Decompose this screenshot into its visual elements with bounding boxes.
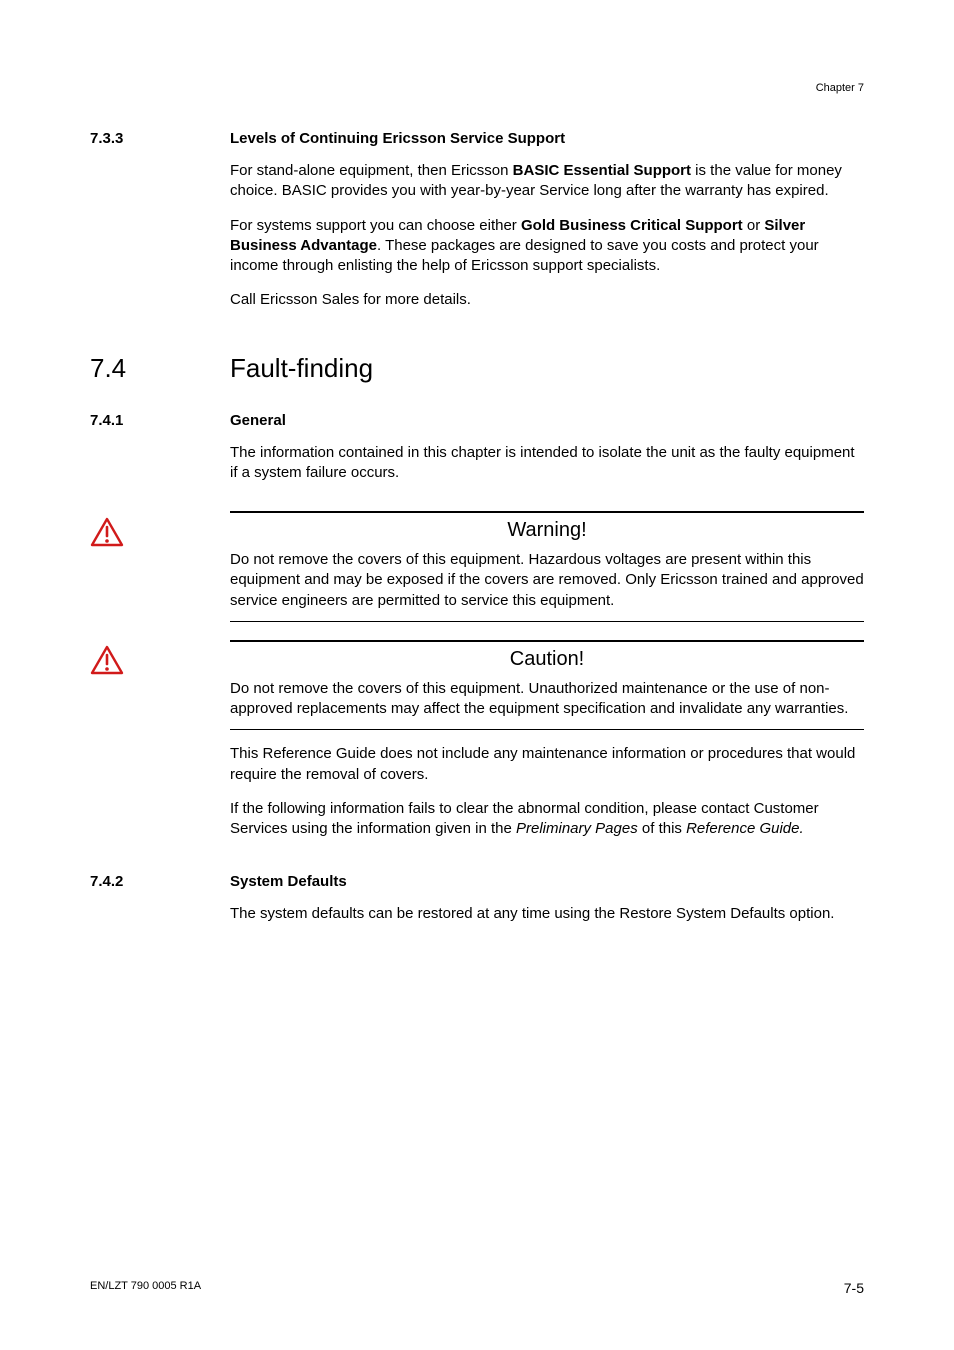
heading-title: General: [230, 412, 286, 429]
caution-callout: Caution! Do not remove the covers of thi…: [90, 640, 864, 731]
callout-head: Warning!: [90, 513, 864, 550]
heading-title: System Defaults: [230, 873, 347, 890]
text-italic: Reference Guide.: [686, 820, 804, 837]
page-footer: EN/LZT 790 0005 R1A 7-5: [90, 1280, 864, 1296]
heading-number: 7.4.1: [90, 412, 230, 429]
heading-number: 7.3.3: [90, 130, 230, 147]
callout-body: Do not remove the covers of this equipme…: [230, 550, 864, 621]
page-number: 7-5: [844, 1280, 864, 1296]
heading-number: 7.4.2: [90, 873, 230, 890]
callout-title: Warning!: [230, 513, 864, 550]
text: of this: [638, 820, 686, 837]
heading-7-4-1: 7.4.1 General: [90, 412, 864, 429]
paragraph: The information contained in this chapte…: [230, 443, 864, 484]
warning-icon: [90, 517, 230, 547]
callout-head: Caution!: [90, 642, 864, 679]
text: For systems support you can choose eithe…: [230, 217, 521, 234]
heading-number: 7.4: [90, 353, 230, 384]
heading-7-3-3: 7.3.3 Levels of Continuing Ericsson Serv…: [90, 130, 864, 147]
page: Chapter 7 7.3.3 Levels of Continuing Eri…: [0, 0, 954, 1350]
heading-title: Levels of Continuing Ericsson Service Su…: [230, 130, 565, 147]
divider: [230, 729, 864, 730]
paragraph: This Reference Guide does not include an…: [230, 744, 864, 785]
doc-id: EN/LZT 790 0005 R1A: [90, 1280, 201, 1296]
text: or: [743, 217, 765, 234]
heading-7-4-2: 7.4.2 System Defaults: [90, 873, 864, 890]
text-bold: Gold Business Critical Support: [521, 217, 743, 234]
heading-title: Fault-finding: [230, 353, 373, 384]
paragraph: The system defaults can be restored at a…: [230, 904, 864, 924]
paragraph: Call Ericsson Sales for more details.: [230, 290, 864, 310]
chapter-header: Chapter 7: [90, 82, 864, 94]
paragraph: For systems support you can choose eithe…: [230, 216, 864, 277]
text: For stand-alone equipment, then Ericsson: [230, 162, 513, 179]
paragraph: For stand-alone equipment, then Ericsson…: [230, 161, 864, 202]
text-bold: BASIC Essential Support: [513, 162, 691, 179]
text-italic: Preliminary Pages: [516, 820, 638, 837]
callout-title: Caution!: [230, 642, 864, 679]
paragraph: If the following information fails to cl…: [230, 799, 864, 840]
divider: [230, 621, 864, 622]
warning-callout: Warning! Do not remove the covers of thi…: [90, 511, 864, 622]
caution-icon: [90, 645, 230, 675]
callout-body: Do not remove the covers of this equipme…: [230, 679, 864, 730]
heading-7-4: 7.4 Fault-finding: [90, 353, 864, 384]
